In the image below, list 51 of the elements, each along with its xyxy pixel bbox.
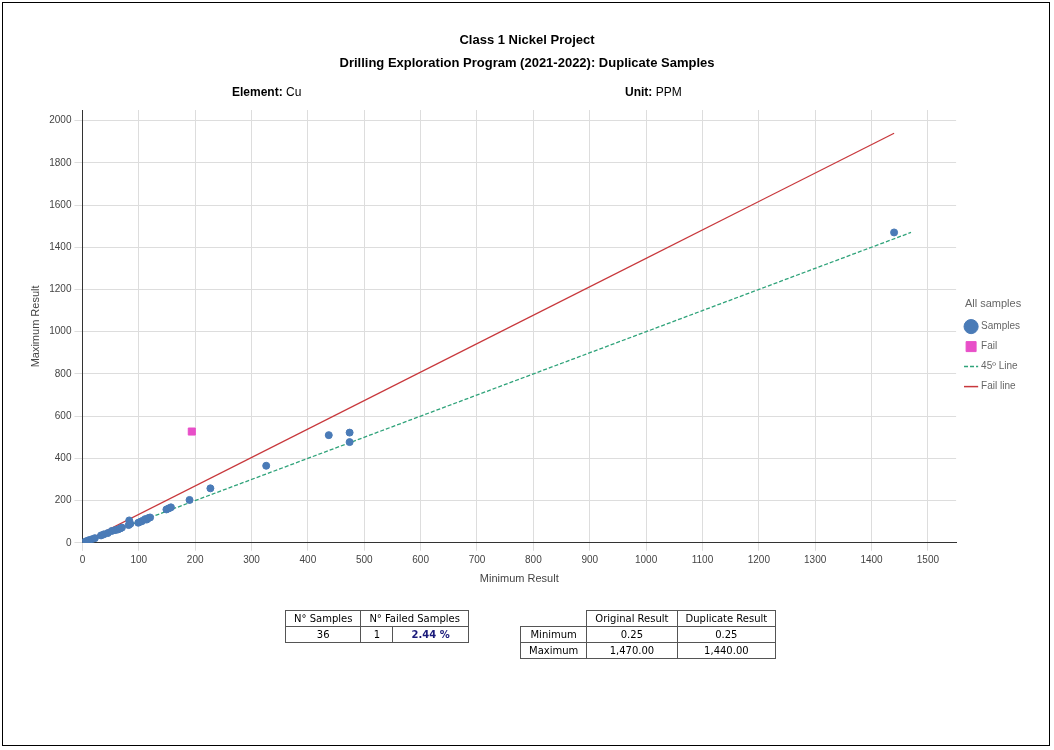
legend-title: All samples <box>964 296 1022 309</box>
y-tick-label: 200 <box>54 494 72 506</box>
y-tick-label: 1200 <box>49 283 72 295</box>
x-tick-label: 1200 <box>747 553 771 565</box>
y-tick-label: 800 <box>54 367 72 379</box>
text: 0.25 <box>677 626 776 643</box>
text: Minimum <box>520 626 587 643</box>
y-tick-label: 1600 <box>49 198 72 210</box>
text: Element: Cu <box>232 85 302 99</box>
y-tick-label: 2000 <box>49 114 72 126</box>
legend-label: 45º Line <box>981 360 1018 372</box>
y-tick-label: 1000 <box>49 325 72 337</box>
x-tick-label: 1100 <box>691 553 714 565</box>
chart-subtitle: Drilling Exploration Program (2021-2022): Duplicate Samples <box>338 55 716 70</box>
x-axis-title: Minimum Result <box>479 572 559 585</box>
x-tick-label: 1400 <box>860 553 884 565</box>
y-tick-label: 0 <box>65 536 72 548</box>
x-tick-label: 900 <box>581 553 599 565</box>
y-tick-label: 600 <box>54 409 72 421</box>
x-tick-label: 1500 <box>916 553 940 565</box>
x-tick-label: 800 <box>525 553 543 565</box>
text: 36 <box>285 626 361 643</box>
y-axis-title: Maximum Result <box>28 285 41 368</box>
text: 1,440.00 <box>677 642 776 659</box>
text: 1 <box>360 626 393 643</box>
legend-label: Fail <box>981 340 998 352</box>
x-tick-label: 200 <box>186 553 204 565</box>
text: 2.44 % <box>392 626 469 643</box>
y-tick-label: 1800 <box>49 156 72 168</box>
text: Unit: PPM <box>625 85 682 99</box>
text: 1,470.00 <box>586 642 677 659</box>
x-tick-label: 700 <box>468 553 486 565</box>
text: N° Samples <box>285 610 361 627</box>
text: Maximum <box>520 642 587 659</box>
text: 0.25 <box>586 626 677 643</box>
text: Duplicate Result <box>677 610 776 627</box>
y-tick-label: 400 <box>54 452 72 464</box>
chart-title: Class 1 Nickel Project <box>458 32 596 47</box>
x-tick-label: 300 <box>243 553 261 565</box>
legend-label: Fail line <box>981 380 1016 392</box>
y-tick-label: 1400 <box>49 240 72 252</box>
x-tick-label: 0 <box>79 553 86 565</box>
text: N° Failed Samples <box>360 610 469 627</box>
x-tick-label: 1000 <box>634 553 658 565</box>
x-tick-label: 400 <box>299 553 317 565</box>
legend-label: Samples <box>981 320 1020 332</box>
x-tick-label: 500 <box>355 553 374 565</box>
x-tick-label: 1300 <box>804 553 827 565</box>
x-tick-label: 600 <box>412 553 430 565</box>
text: Original Result <box>586 610 677 627</box>
x-tick-label: 100 <box>130 553 148 565</box>
